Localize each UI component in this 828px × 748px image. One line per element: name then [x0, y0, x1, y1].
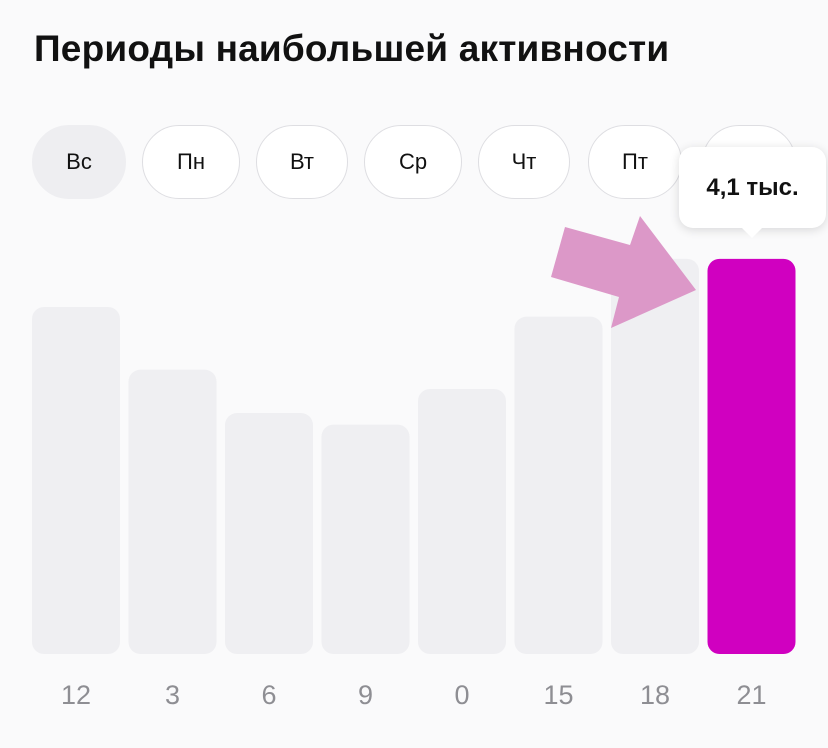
bar-9[interactable] [321, 424, 410, 654]
bar-6[interactable] [225, 413, 313, 654]
x-tick-label: 18 [640, 680, 670, 710]
x-tick-label: 0 [454, 680, 469, 710]
x-tick-label: 3 [165, 680, 180, 710]
day-tab-4[interactable]: Чт [478, 125, 570, 199]
bar-0[interactable] [418, 388, 506, 654]
day-tab-5[interactable]: Пт [588, 125, 682, 199]
x-tick-label: 12 [61, 680, 91, 710]
bar-3[interactable] [128, 369, 217, 654]
arrow-annotation-icon [551, 216, 696, 328]
x-tick-label: 6 [261, 680, 276, 710]
x-tick-label: 21 [736, 680, 766, 710]
bar-21[interactable] [707, 258, 796, 654]
x-tick-label: 15 [543, 680, 573, 710]
x-tick-label: 9 [358, 680, 373, 710]
day-tab-1[interactable]: Пн [142, 125, 240, 199]
bar-15[interactable] [514, 316, 603, 654]
day-tab-0[interactable]: Вс [32, 125, 126, 199]
value-tooltip: 4,1 тыс. [679, 147, 826, 238]
bar-12[interactable] [32, 307, 120, 654]
day-tab-3[interactable]: Ср [364, 125, 462, 199]
bar-18[interactable] [611, 258, 699, 654]
day-tab-2[interactable]: Вт [256, 125, 348, 199]
page-title: Периоды наибольшей активности [34, 28, 670, 69]
